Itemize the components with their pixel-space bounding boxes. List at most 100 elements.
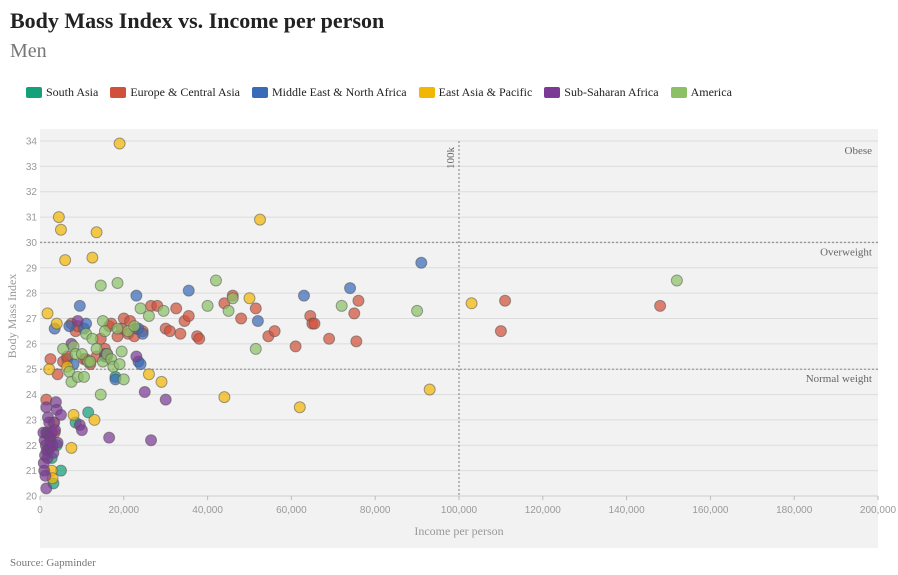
series-america [57, 274, 683, 401]
data-point [113, 137, 126, 150]
data-point [52, 211, 65, 224]
data-point [174, 327, 187, 340]
data-point [138, 386, 151, 399]
data-point [82, 406, 95, 419]
data-point [96, 315, 109, 328]
data-point [49, 424, 62, 437]
x-tick-label: 200,000 [860, 505, 897, 516]
data-point [94, 388, 107, 401]
data-point [335, 299, 348, 312]
x-tick-label: 100,000 [441, 505, 478, 516]
data-point [41, 307, 54, 320]
data-point [43, 363, 56, 376]
data-point [84, 355, 97, 368]
data-point [209, 274, 222, 287]
data-point [226, 292, 239, 305]
y-tick-label: 26 [26, 339, 38, 350]
y-tick-label: 22 [26, 441, 38, 452]
chart-title: Body Mass Index vs. Income per person [10, 8, 385, 33]
data-point [128, 320, 141, 333]
data-point [77, 370, 90, 383]
data-point [170, 302, 183, 315]
y-tick-label: 27 [26, 314, 38, 325]
legend-label: Middle East & North Africa [271, 85, 407, 99]
x-tick-label: 80,000 [360, 505, 391, 516]
zone-label-obese: Obese [845, 145, 873, 157]
y-tick-label: 28 [26, 289, 38, 300]
data-point [249, 342, 262, 355]
data-point [50, 317, 63, 330]
y-tick-label: 20 [26, 492, 38, 503]
data-point [201, 299, 214, 312]
x-tick-label: 160,000 [692, 505, 729, 516]
chart-subtitle: Men [10, 40, 47, 62]
legend-swatch [670, 87, 687, 98]
series-sub-saharan-africa [37, 315, 172, 495]
data-point [499, 294, 512, 307]
data-point [40, 482, 53, 495]
data-point [94, 279, 107, 292]
data-point [268, 325, 281, 338]
data-point [88, 413, 101, 426]
legend-item-south-asia[interactable]: South Asia [26, 85, 98, 100]
x-tick-label: 180,000 [776, 505, 813, 516]
data-point [39, 469, 52, 482]
legend-item-sub-saharan-africa[interactable]: Sub-Saharan Africa [544, 85, 659, 100]
data-point [182, 309, 195, 322]
data-point [182, 284, 195, 297]
y-tick-label: 21 [26, 466, 38, 477]
legend-item-america[interactable]: America [670, 85, 732, 100]
data-point [249, 302, 262, 315]
y-tick-label: 23 [26, 415, 38, 426]
y-tick-label: 32 [26, 187, 38, 198]
data-point [71, 315, 84, 328]
legend-item-east-asia-pacific[interactable]: East Asia & Pacific [418, 85, 533, 100]
legend-swatch [110, 87, 127, 98]
data-point [57, 342, 70, 355]
data-point [115, 345, 128, 358]
legend-swatch [251, 87, 268, 98]
x-tick-label: 20,000 [109, 505, 140, 516]
data-point [134, 302, 147, 315]
data-point [465, 297, 478, 310]
data-point [163, 325, 176, 338]
data-point [348, 307, 361, 320]
data-point [155, 375, 168, 388]
legend: South Asia Europe & Central Asia Middle … [26, 85, 736, 100]
tick-labels: 20 21 22 23 24 25 26 27 28 29 30 31 32 33 34 0 20,000 40,… [26, 137, 897, 517]
legend-label: America [690, 85, 732, 99]
data-point [415, 256, 428, 269]
legend-item-middle-east-north-africa[interactable]: Middle East & North Africa [251, 85, 407, 100]
legend-item-europe-central-asia[interactable]: Europe & Central Asia [110, 85, 240, 100]
data-point [67, 408, 80, 421]
data-point [293, 401, 306, 414]
y-tick-label: 25 [26, 365, 38, 376]
data-point [113, 358, 126, 371]
data-point [222, 304, 235, 317]
legend-label: Sub-Saharan Africa [564, 85, 659, 99]
data-point [297, 289, 310, 302]
data-point [145, 434, 158, 447]
data-point [86, 251, 99, 264]
data-point [103, 431, 116, 444]
data-point [111, 277, 124, 289]
data-point [670, 274, 683, 287]
data-point [54, 408, 67, 421]
data-point [44, 353, 57, 366]
y-tick-label: 34 [26, 137, 38, 148]
data-point [59, 254, 72, 267]
y-tick-label: 29 [26, 263, 38, 274]
zone-label: Overweight [820, 246, 872, 258]
data-point [75, 348, 88, 360]
data-point [90, 342, 103, 355]
source-note: Source: Gapminder [10, 557, 96, 569]
legend-label: South Asia [46, 85, 99, 99]
data-point [47, 446, 60, 459]
data-point [654, 299, 667, 312]
legend-label: East Asia & Pacific [438, 85, 533, 99]
data-point [423, 383, 436, 396]
legend-label: Europe & Central Asia [130, 85, 240, 99]
data-point [54, 223, 67, 236]
data-point [86, 332, 99, 345]
